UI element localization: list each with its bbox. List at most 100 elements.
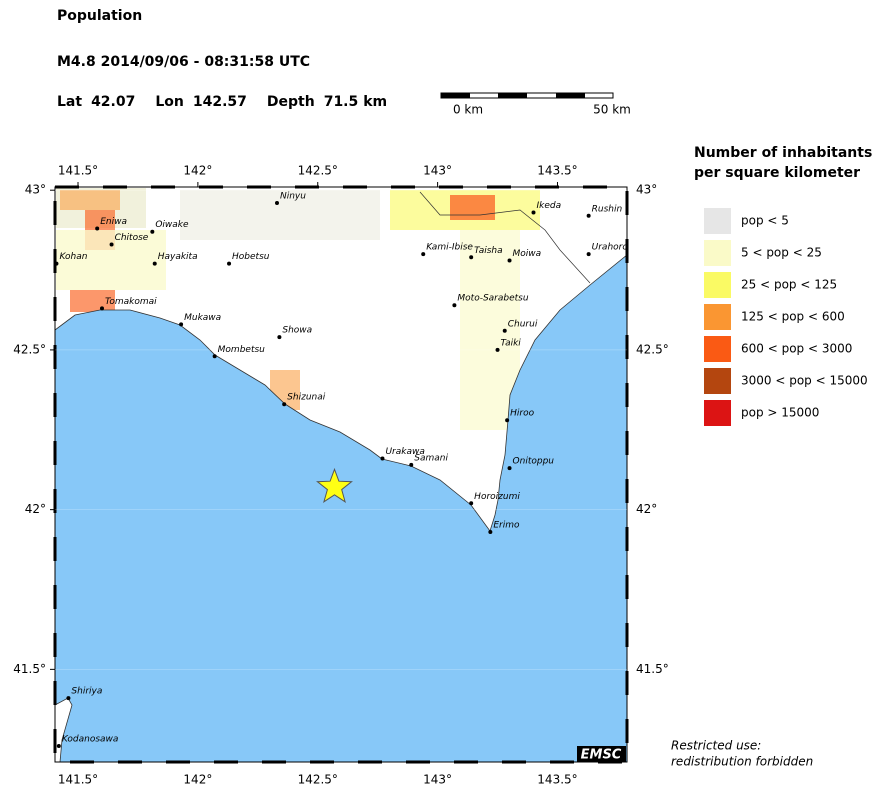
y-tick-label: 42°	[636, 502, 657, 516]
place-label: Erimo	[493, 521, 520, 531]
x-tick-label: 141.5°	[58, 164, 98, 178]
location-value: 142.57	[193, 94, 247, 110]
place-dot	[505, 418, 510, 423]
place-dot	[531, 210, 536, 215]
scale-seg	[441, 93, 470, 98]
legend-swatch	[704, 400, 731, 426]
place-dot	[179, 322, 184, 327]
place-label: Horoizumi	[474, 492, 520, 502]
boundary	[419, 191, 591, 284]
place-dot	[56, 744, 61, 749]
place-dot	[150, 229, 155, 234]
place-label: Ikeda	[537, 201, 562, 211]
pop-area	[70, 290, 115, 312]
legend-swatch	[704, 240, 731, 266]
event: M4.8 2014/09/06 - 08:31:58 UTC	[57, 54, 310, 70]
place-dot	[488, 530, 493, 534]
scale-seg	[556, 93, 585, 98]
place-dot	[109, 242, 114, 247]
legend-label: 5 < pop < 25	[741, 246, 822, 260]
place-label: Churui	[508, 319, 538, 329]
x-tick-label: 141.5°	[58, 773, 98, 787]
x-tick-label: 142°	[183, 773, 212, 787]
place-label: Hayakita	[158, 252, 198, 262]
frame	[54, 186, 628, 763]
y-tick-label: 41.5°	[636, 662, 669, 676]
x-tick-label: 143.5°	[537, 164, 577, 178]
population-cells	[56, 188, 540, 430]
logo-bg	[577, 746, 626, 762]
place-label: Shizunai	[287, 393, 326, 403]
place-label: Kodanosawa	[62, 735, 119, 745]
place-dot	[586, 213, 591, 218]
legend-label: 600 < pop < 3000	[741, 342, 852, 356]
map: EMSC	[53, 185, 629, 764]
x-tick-label: 142.5°	[298, 773, 338, 787]
place-label: Urahoro	[592, 243, 629, 253]
place-dot	[586, 252, 591, 257]
y-tick-label: 41.5°	[13, 662, 46, 676]
pop-area	[180, 190, 380, 240]
scale-label: 0 km	[453, 103, 483, 117]
place-dot	[502, 328, 507, 333]
legend-label: 25 < pop < 125	[741, 278, 837, 292]
pop-area	[56, 230, 166, 290]
place-dot	[507, 258, 512, 263]
place-dot	[66, 696, 71, 701]
place-label: Kohan	[59, 252, 87, 262]
place-label: Kami-Ibise	[426, 243, 473, 253]
legend-label: pop < 5	[741, 214, 789, 228]
place-dot	[227, 261, 232, 266]
place-label: Eniwa	[100, 217, 127, 227]
y-tick-label: 43°	[25, 183, 46, 197]
pop-area	[450, 195, 495, 220]
x-tick-label: 143°	[423, 773, 452, 787]
legend-title: per square kilometer	[694, 165, 860, 181]
legend-swatch	[704, 368, 731, 394]
note: Restricted use:	[671, 739, 761, 753]
x-tick-label: 143°	[423, 164, 452, 178]
place-label: Taisha	[474, 246, 502, 256]
place-label: Shiriya	[71, 687, 102, 697]
place-label: Tomakomai	[105, 297, 157, 307]
place-label: Urakawa	[385, 447, 424, 457]
y-tick-label: 42.5°	[636, 342, 669, 356]
location-unit: km	[363, 94, 387, 110]
sea	[54, 254, 628, 763]
x-tick-label: 142.5°	[298, 164, 338, 178]
scale-label: 50 km	[593, 103, 631, 117]
epicenter	[316, 467, 353, 503]
location-label: Lat	[57, 94, 82, 110]
place-label: Hiroo	[510, 409, 534, 419]
place-dot	[507, 466, 512, 471]
place-label: Ninyu	[280, 191, 306, 201]
place-label: Onitoppu	[513, 457, 555, 467]
place-dot	[282, 402, 287, 407]
logo: EMSC	[581, 748, 622, 763]
scale-bar: 0 km 50 km	[440, 92, 631, 117]
place-label: Mukawa	[184, 313, 221, 323]
location-label: Depth	[267, 94, 315, 110]
location-value: 42.07	[91, 94, 135, 110]
place-dot	[95, 226, 100, 231]
legend-swatch	[704, 336, 731, 362]
place-dot	[495, 347, 500, 352]
x-tick-label: 142°	[183, 164, 212, 178]
place-dot	[99, 306, 104, 311]
place-label: Moto-Sarabetsu	[457, 294, 528, 304]
place-label: Showa	[282, 326, 312, 336]
place-dot	[421, 252, 426, 257]
place-dot	[469, 501, 474, 506]
place-label: Rushin	[592, 204, 623, 214]
x-tick-label: 143.5°	[537, 773, 577, 787]
place-label: Hobetsu	[232, 252, 270, 262]
y-tick-label: 42°	[25, 502, 46, 516]
legend-swatch	[704, 208, 731, 234]
place-label: Taiki	[501, 338, 522, 348]
legend-label: 3000 < pop < 15000	[741, 374, 868, 388]
location-value: 71.5	[324, 94, 359, 110]
place-dot	[54, 261, 59, 266]
legend-swatch	[704, 272, 731, 298]
legend-title: Number of inhabitants	[694, 145, 872, 161]
